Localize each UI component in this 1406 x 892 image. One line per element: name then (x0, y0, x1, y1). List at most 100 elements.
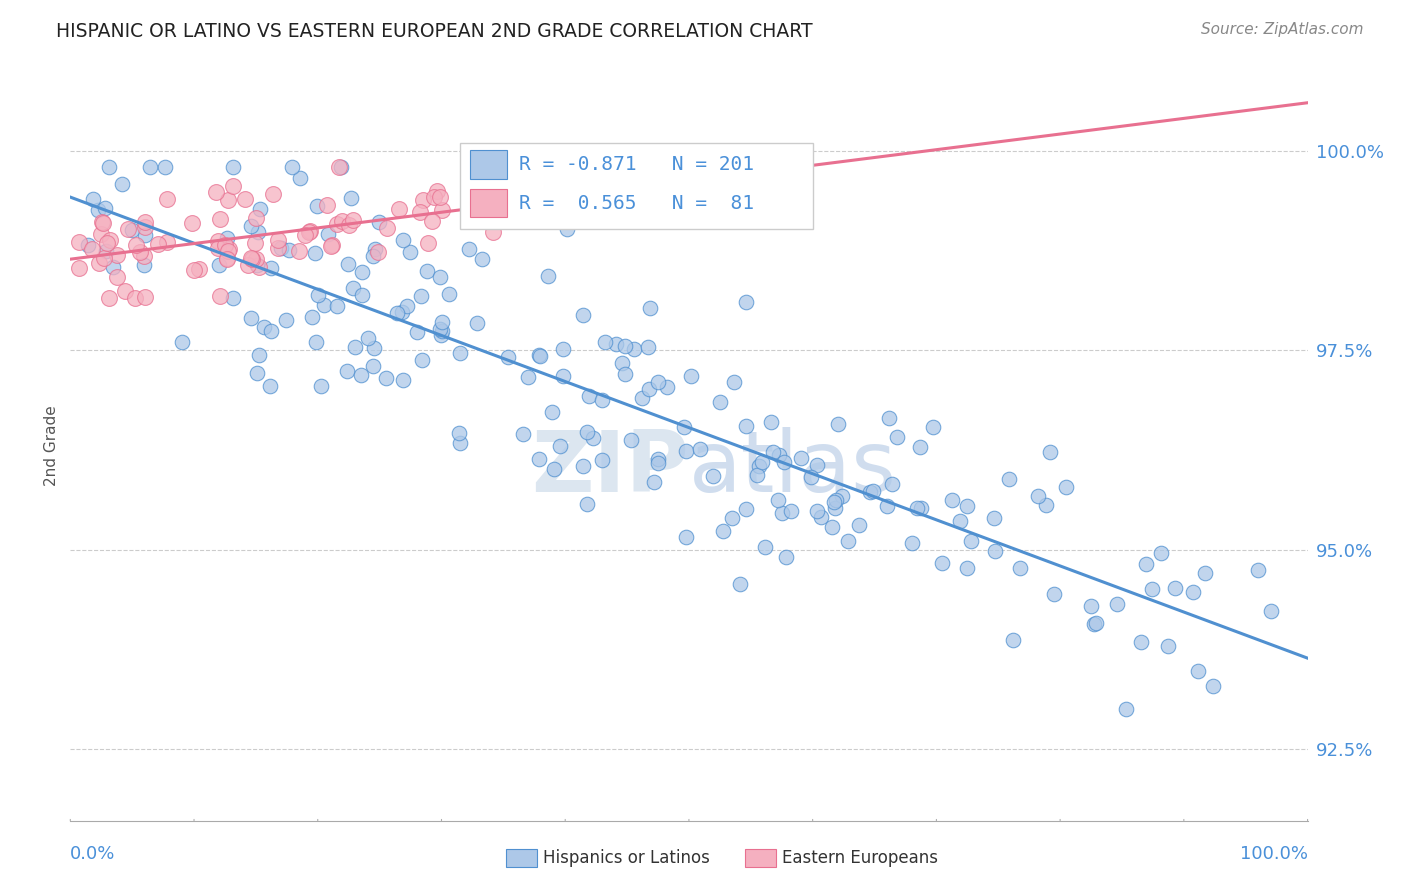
Point (555, 221, 578, 235)
Point (536, 268, 558, 283)
Point (134, 290, 156, 304)
Point (754, 540, 776, 554)
Point (246, 258, 269, 272)
Point (103, 260, 125, 274)
Point (638, 301, 661, 315)
Point (941, 493, 963, 508)
Point (398, 245, 420, 260)
Point (247, 348, 270, 362)
Point (702, 468, 724, 483)
Point (217, 244, 239, 259)
Point (93, 251, 115, 265)
Point (301, 310, 323, 325)
Text: Source: ZipAtlas.com: Source: ZipAtlas.com (1201, 22, 1364, 37)
Point (429, 190, 451, 204)
FancyBboxPatch shape (470, 150, 508, 178)
Point (529, 452, 551, 467)
Point (430, 328, 453, 343)
Point (437, 286, 460, 301)
Point (1038, 445, 1060, 459)
Point (280, 160, 302, 174)
Point (1247, 562, 1270, 576)
Point (98, 233, 121, 247)
Point (316, 227, 339, 241)
Point (266, 233, 288, 247)
Point (259, 378, 281, 392)
Point (432, 324, 454, 338)
Point (111, 177, 134, 191)
Point (214, 237, 236, 252)
Point (221, 179, 243, 194)
Point (800, 469, 823, 483)
Point (1105, 597, 1128, 611)
Point (357, 331, 380, 345)
Point (1140, 582, 1163, 596)
Point (810, 510, 832, 524)
Point (956, 561, 979, 575)
Point (405, 325, 427, 339)
Point (134, 258, 156, 272)
Point (1130, 634, 1153, 648)
Point (591, 393, 613, 408)
Point (471, 252, 494, 266)
Text: atlas: atlas (689, 427, 897, 510)
Point (762, 444, 785, 458)
Point (420, 214, 443, 228)
Point (591, 452, 613, 467)
Point (134, 215, 156, 229)
Point (780, 504, 803, 518)
Point (1002, 632, 1025, 647)
Point (821, 519, 844, 533)
Point (1083, 616, 1105, 631)
Point (80, 242, 103, 256)
Point (492, 186, 515, 201)
Point (806, 458, 828, 472)
Point (305, 334, 328, 349)
Point (309, 379, 332, 393)
Point (564, 164, 586, 178)
Point (423, 190, 446, 204)
Point (1035, 498, 1057, 512)
Point (330, 213, 353, 227)
Point (94, 244, 117, 258)
Point (252, 319, 274, 334)
Point (172, 334, 194, 349)
Point (240, 219, 263, 233)
Point (1202, 679, 1225, 693)
Point (747, 468, 769, 483)
Point (350, 368, 373, 383)
Point (146, 236, 169, 251)
Point (328, 160, 350, 174)
FancyBboxPatch shape (470, 189, 508, 218)
Point (409, 204, 432, 219)
Point (880, 476, 903, 491)
Point (768, 448, 790, 462)
Point (647, 375, 669, 389)
Point (364, 242, 387, 256)
Point (114, 284, 136, 298)
Point (449, 346, 471, 360)
Point (217, 231, 239, 245)
Point (465, 316, 488, 330)
Point (430, 202, 453, 217)
Point (516, 370, 538, 384)
Point (1085, 616, 1108, 631)
Point (395, 299, 418, 313)
Point (1260, 604, 1282, 618)
Point (207, 234, 229, 248)
Point (734, 294, 756, 309)
Point (215, 251, 238, 265)
Point (245, 252, 267, 267)
Point (245, 211, 267, 226)
Point (543, 462, 565, 476)
Point (321, 238, 343, 252)
Point (1194, 566, 1216, 581)
Point (610, 356, 633, 370)
Point (449, 435, 471, 450)
Point (613, 339, 636, 353)
Point (638, 382, 661, 396)
Point (274, 313, 297, 327)
Point (548, 439, 571, 453)
Point (411, 352, 433, 367)
Point (575, 497, 598, 511)
